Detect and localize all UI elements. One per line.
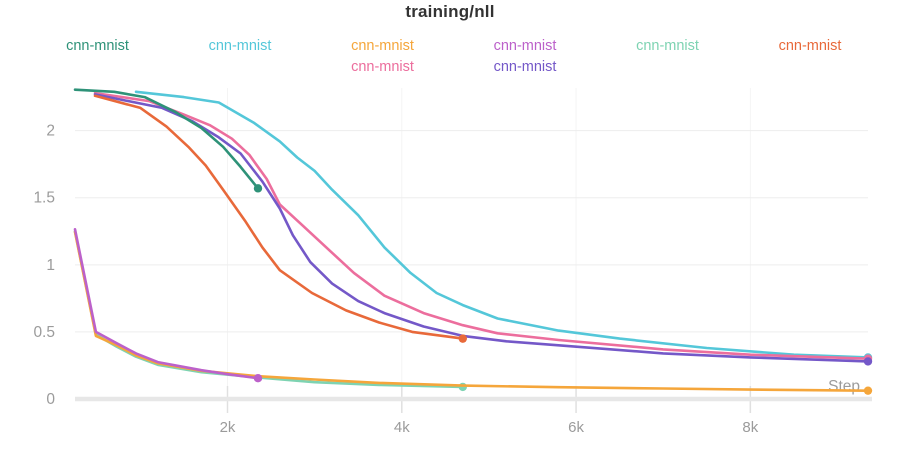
legend-item[interactable]: cnn-mnist bbox=[493, 59, 557, 75]
series-line-0 bbox=[134, 90, 870, 359]
x-tick-label: 6k bbox=[568, 419, 584, 436]
legend-item[interactable]: cnn-mnist bbox=[636, 38, 699, 54]
legend-item[interactable]: cnn-mnist bbox=[493, 38, 557, 54]
legend-item[interactable]: cnn-mnist bbox=[351, 38, 414, 54]
y-tick-label: 1.5 bbox=[33, 190, 55, 207]
series-line-1 bbox=[93, 91, 870, 361]
legend-item[interactable]: cnn-mnist bbox=[351, 59, 414, 75]
series-line-3 bbox=[93, 94, 465, 340]
series-end-dot-2 bbox=[863, 357, 873, 366]
legend: cnn-mnist cnn-mnist cnn-mnist cnn-mnist cnn-… bbox=[26, 36, 882, 80]
step-axis-label: Step bbox=[828, 378, 860, 395]
y-tick-label: 2 bbox=[46, 123, 55, 140]
x-tick-label: 8k bbox=[742, 419, 758, 436]
series-end-dot-5 bbox=[863, 386, 873, 395]
series-line-6 bbox=[73, 228, 260, 380]
legend-item[interactable]: cnn-mnist bbox=[208, 38, 272, 54]
chart-title: training/nll bbox=[405, 2, 495, 21]
series-line-7 bbox=[73, 88, 260, 190]
legend-item[interactable]: cnn-mnist bbox=[66, 38, 129, 54]
legend-item[interactable]: cnn-mnist bbox=[778, 38, 842, 54]
y-tick-label: 1 bbox=[46, 257, 55, 274]
y-tick-label: 0.5 bbox=[33, 324, 55, 341]
series-end-dot-3 bbox=[458, 334, 467, 343]
series-line-5 bbox=[73, 230, 870, 393]
x-tick-label: 4k bbox=[394, 419, 410, 436]
series-end-dot-7 bbox=[253, 184, 263, 193]
series-end-dot-6 bbox=[253, 374, 263, 383]
y-tick-label: 0 bbox=[46, 391, 55, 408]
plot-area: 2k 4k 6k 8k 0 0.5 1 1.5 2 Step bbox=[33, 88, 873, 436]
series-line-2 bbox=[93, 93, 870, 363]
x-tick-label: 2k bbox=[220, 419, 236, 436]
